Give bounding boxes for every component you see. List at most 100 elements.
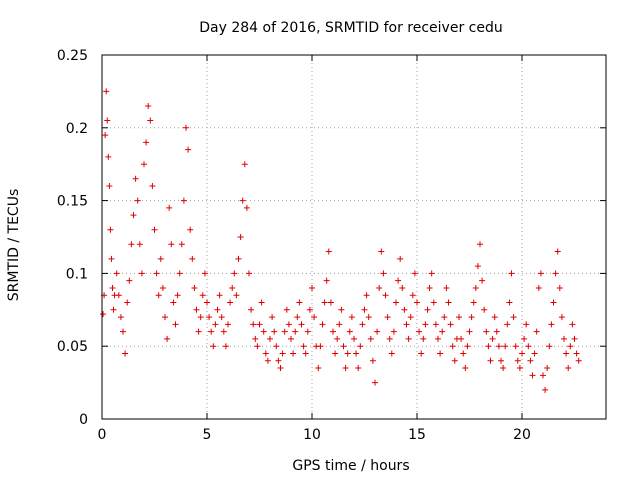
data-point — [558, 314, 565, 321]
data-point — [147, 117, 154, 124]
data-point — [277, 365, 284, 372]
data-point — [485, 343, 492, 350]
data-point — [164, 335, 171, 342]
data-point — [332, 350, 339, 357]
data-point — [103, 88, 110, 95]
data-point — [191, 284, 198, 291]
data-point — [258, 299, 265, 306]
y-tick-label: 0.15 — [57, 194, 88, 210]
data-point — [229, 284, 236, 291]
data-point — [416, 328, 423, 335]
data-point — [327, 299, 334, 306]
data-point — [435, 335, 441, 342]
data-point — [561, 335, 567, 342]
data-point — [126, 277, 133, 284]
data-point — [533, 328, 540, 335]
data-point — [166, 204, 173, 211]
data-point — [248, 306, 255, 313]
data-point — [227, 299, 234, 306]
data-point — [231, 270, 238, 277]
data-point — [380, 270, 387, 277]
data-point — [168, 241, 175, 248]
data-point — [264, 357, 271, 364]
axis-ticks: 0 5 10 15 20 0 0.05 0.1 0.15 0.2 0.25 — [57, 48, 606, 443]
data-point — [336, 321, 343, 328]
data-point — [235, 255, 242, 262]
data-point — [403, 321, 410, 328]
chart-title: Day 284 of 2016, SRMTID for receiver ced… — [199, 20, 502, 36]
data-point — [374, 328, 381, 335]
data-point — [361, 306, 368, 313]
data-point — [493, 328, 500, 335]
data-point — [531, 350, 538, 357]
data-point — [414, 299, 420, 306]
data-point — [271, 328, 278, 335]
data-point — [132, 175, 139, 182]
data-point — [218, 314, 225, 321]
data-point — [117, 314, 124, 321]
data-point — [306, 306, 313, 313]
data-point — [136, 241, 143, 248]
data-point — [552, 270, 559, 277]
data-point — [418, 350, 425, 357]
data-point — [128, 241, 135, 248]
data-point — [378, 248, 385, 255]
data-point — [170, 299, 177, 306]
data-point — [563, 350, 570, 357]
data-point — [309, 284, 315, 291]
data-point — [252, 335, 259, 342]
data-point — [302, 350, 309, 357]
data-point — [445, 299, 452, 306]
data-point — [334, 335, 341, 342]
y-axis-label: SRMTID / TECUs — [6, 189, 22, 302]
data-point — [556, 284, 563, 291]
data-point — [489, 335, 496, 342]
data-points — [100, 88, 582, 393]
data-point — [535, 284, 542, 291]
data-point — [201, 270, 208, 277]
data-point — [537, 270, 544, 277]
data-point — [195, 328, 202, 335]
data-point — [432, 321, 439, 328]
data-point — [225, 321, 231, 328]
data-point — [357, 343, 364, 350]
data-point — [395, 277, 402, 284]
data-point — [422, 321, 429, 328]
data-point — [567, 343, 574, 350]
data-point — [348, 314, 355, 321]
data-point — [174, 292, 181, 299]
data-point — [172, 321, 179, 328]
data-point — [491, 314, 498, 321]
data-point — [468, 314, 475, 321]
data-point — [151, 226, 158, 233]
data-point — [325, 248, 332, 255]
data-point — [519, 350, 525, 357]
data-point — [439, 328, 446, 335]
data-point — [178, 241, 185, 248]
data-point — [464, 343, 471, 350]
data-point — [100, 311, 107, 318]
x-axis-label: GPS time / hours — [292, 458, 409, 474]
data-point — [319, 321, 326, 328]
data-point — [159, 284, 166, 291]
data-point — [107, 226, 114, 233]
data-point — [390, 328, 397, 335]
data-point — [474, 263, 481, 270]
data-point — [342, 365, 349, 372]
data-point — [470, 299, 477, 306]
data-point — [479, 277, 486, 284]
data-point — [372, 379, 378, 386]
data-point — [206, 314, 213, 321]
data-point — [458, 335, 465, 342]
data-point — [565, 365, 572, 372]
x-tick-label: 5 — [203, 427, 212, 443]
data-point — [428, 270, 435, 277]
data-point — [176, 270, 183, 277]
data-point — [548, 321, 555, 328]
data-point — [294, 314, 301, 321]
data-point — [437, 350, 444, 357]
y-tick-label: 0.05 — [57, 339, 88, 355]
data-point — [113, 270, 120, 277]
data-point — [544, 365, 551, 372]
data-point — [573, 350, 580, 357]
